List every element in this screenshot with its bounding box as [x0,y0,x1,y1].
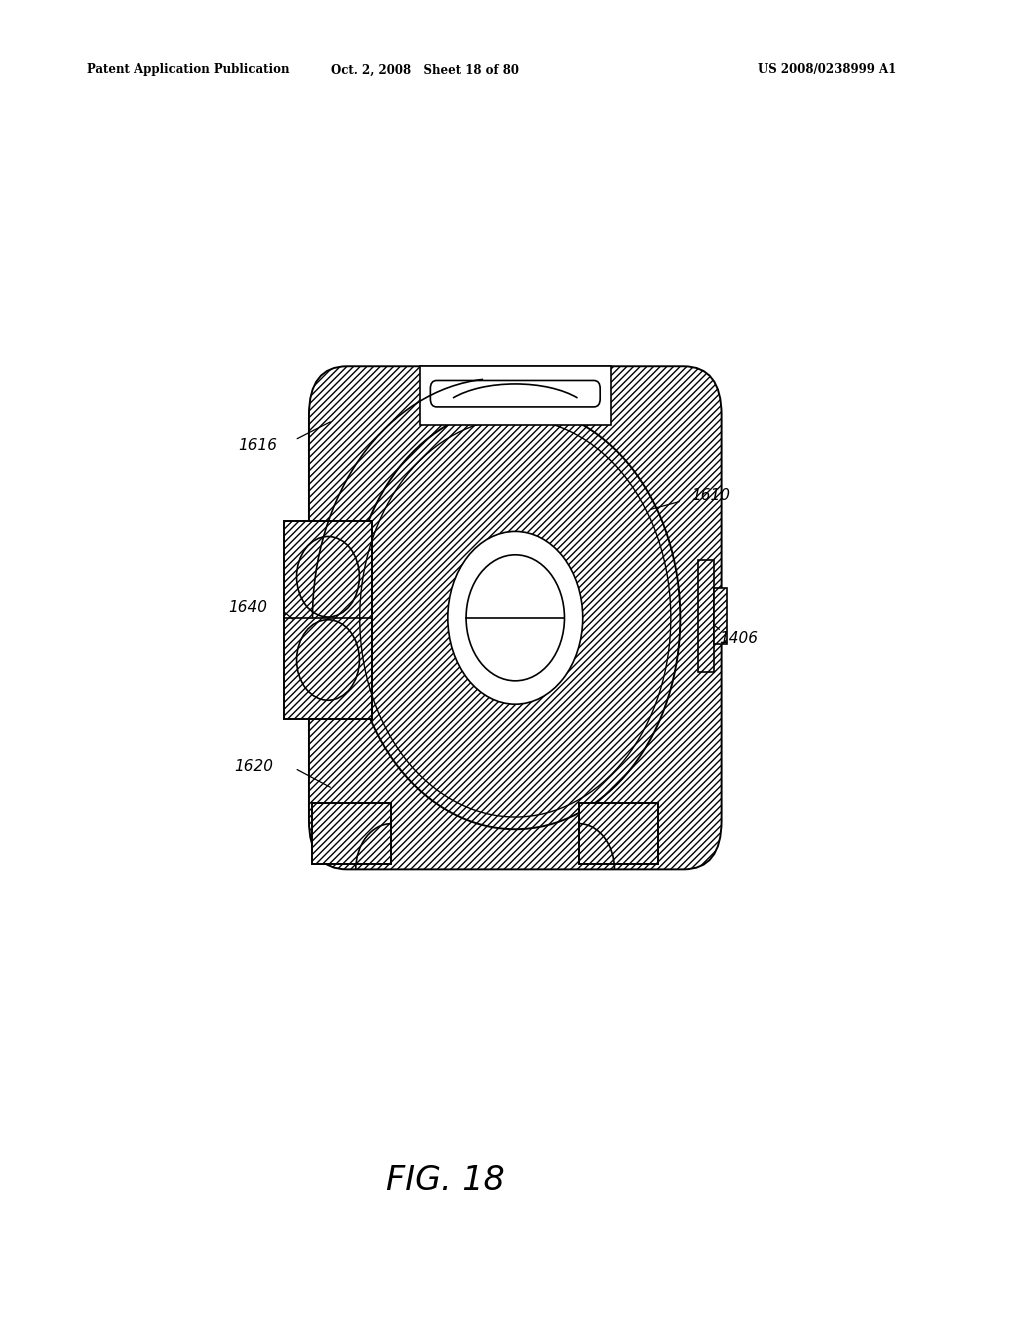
Text: FIG. 18: FIG. 18 [386,1164,505,1197]
FancyBboxPatch shape [309,366,722,870]
Bar [420,366,610,425]
Circle shape [350,407,680,829]
Circle shape [447,532,583,704]
Bar [715,587,727,644]
Bar [697,560,715,672]
Text: US 2008/0238999 A1: US 2008/0238999 A1 [758,63,896,77]
Text: 1640: 1640 [228,601,267,615]
Circle shape [297,620,359,700]
Circle shape [466,554,564,681]
Bar [285,521,372,719]
Bar [579,803,658,863]
Bar [312,803,391,863]
Text: 1616: 1616 [239,437,278,453]
Text: Patent Application Publication: Patent Application Publication [87,63,290,77]
Circle shape [297,536,359,616]
Text: Oct. 2, 2008   Sheet 18 of 80: Oct. 2, 2008 Sheet 18 of 80 [331,63,519,77]
Text: 1406: 1406 [719,631,758,645]
FancyBboxPatch shape [430,380,600,407]
Text: 1610: 1610 [691,488,730,503]
Text: 1620: 1620 [234,759,273,774]
